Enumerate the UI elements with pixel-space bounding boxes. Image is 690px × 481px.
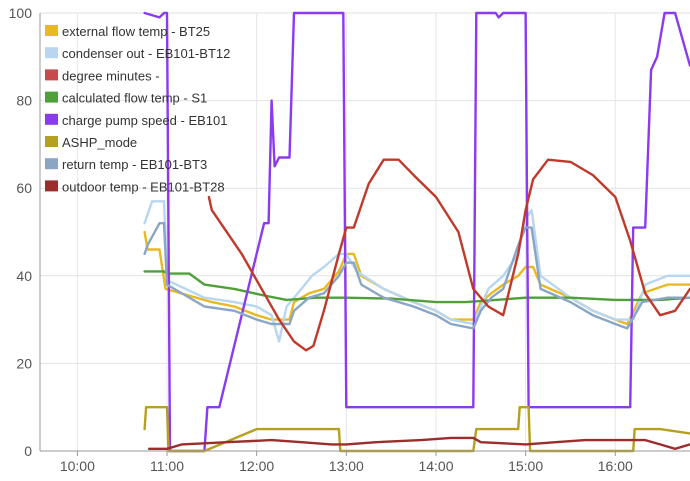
x-tick-label: 12:00	[239, 458, 274, 474]
plot-area	[143, 11, 690, 453]
series-line-5	[143, 406, 690, 453]
y-axis: 0 20 40 60 80 100	[9, 5, 41, 459]
series-line-7	[147, 436, 690, 450]
legend-swatch	[45, 91, 58, 103]
legend-item[interactable]: external flow temp - BT25	[45, 24, 210, 39]
legend-item[interactable]: condenser out - EB101-BT12	[45, 46, 230, 61]
legend[interactable]: external flow temp - BT25 condenser out -…	[45, 24, 230, 194]
x-tick-label: 14:00	[418, 458, 453, 474]
legend-label: outdoor temp - EB101-BT28	[62, 179, 225, 194]
legend-label: external flow temp - BT25	[62, 24, 210, 39]
legend-swatch	[45, 158, 58, 170]
legend-swatch	[45, 69, 58, 81]
x-tick-label: 15:00	[508, 458, 543, 474]
y-tick-label: 60	[16, 180, 32, 196]
legend-label: calculated flow temp - S1	[62, 91, 207, 106]
legend-label: condenser out - EB101-BT12	[62, 46, 230, 61]
legend-item[interactable]: return temp - EB101-BT3	[45, 157, 207, 172]
y-tick-label: 100	[9, 5, 33, 21]
legend-label: return temp - EB101-BT3	[62, 157, 207, 172]
x-tick-label: 10:00	[60, 458, 95, 474]
legend-item[interactable]: outdoor temp - EB101-BT28	[45, 179, 225, 194]
x-tick-label: 13:00	[329, 458, 364, 474]
legend-label: charge pump speed - EB101	[62, 113, 228, 128]
legend-swatch	[45, 180, 58, 192]
legend-swatch	[45, 25, 58, 36]
legend-swatch	[45, 47, 58, 59]
y-tick-label: 0	[24, 443, 32, 459]
y-tick-label: 40	[16, 268, 32, 284]
series-line-6	[143, 222, 690, 330]
legend-item[interactable]: degree minutes -	[45, 68, 160, 83]
legend-item[interactable]: ASHP_mode	[45, 135, 137, 150]
series-line-1	[143, 200, 690, 343]
x-tick-label: 11:00	[150, 458, 184, 474]
legend-item[interactable]: calculated flow temp - S1	[45, 91, 207, 106]
legend-swatch	[45, 113, 58, 125]
legend-item[interactable]: charge pump speed - EB101	[45, 113, 228, 128]
x-tick-label: 16:00	[598, 458, 633, 474]
x-axis: 10:00 11:00 12:00 13:00 14:00 15:00 16:00	[40, 450, 690, 474]
legend-swatch	[45, 136, 58, 147]
legend-label: ASHP_mode	[62, 135, 137, 150]
series-line-8	[207, 158, 690, 352]
y-tick-label: 20	[16, 355, 32, 371]
legend-label: degree minutes -	[62, 68, 160, 83]
y-tick-label: 80	[16, 93, 32, 109]
